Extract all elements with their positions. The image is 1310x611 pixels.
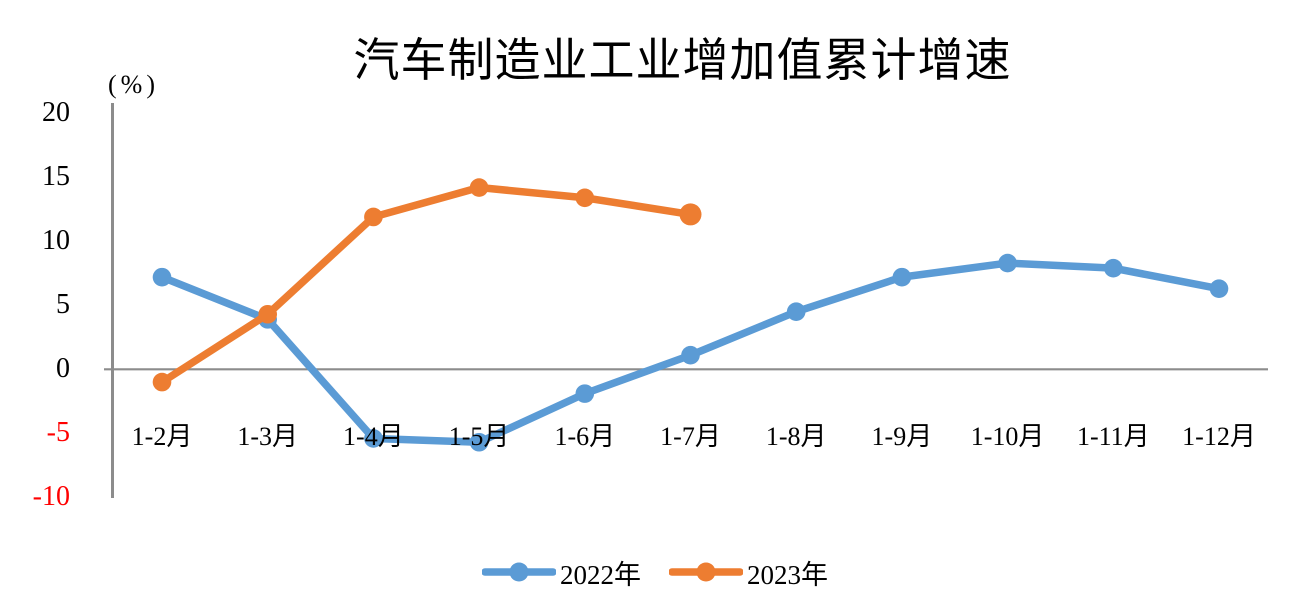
- x-category-label-1-7月: 1-7月: [660, 422, 721, 451]
- series-marker-2023年-1-3月: [258, 304, 278, 324]
- y-tick-label-20: 20: [42, 97, 70, 129]
- legend-item-2023年: 2023年: [669, 553, 828, 592]
- legend-swatch-icon: [482, 562, 556, 582]
- y-tick-label-5: 5: [56, 289, 70, 321]
- series-marker-2022年-1-7月: [681, 345, 700, 365]
- x-category-label-1-6月: 1-6月: [554, 422, 616, 451]
- legend: 2022年 2023年: [0, 556, 1310, 590]
- series-marker-2022年-1-9月: [892, 267, 912, 287]
- y-tick-label-0: 0: [56, 353, 70, 385]
- y-tick-label-10: 10: [42, 225, 70, 257]
- y-tick-label--10: -10: [32, 481, 70, 513]
- x-category-label-1-12月: 1-12月: [1182, 422, 1256, 451]
- series-marker-2022年-1-2月: [152, 267, 172, 287]
- legend-label: 2023年: [747, 559, 828, 590]
- series-marker-2022年-1-5月: [469, 432, 489, 452]
- legend-swatch-icon: [669, 562, 743, 582]
- series-marker-2023年-1-6月: [575, 188, 595, 208]
- x-category-label-1-4月: 1-4月: [343, 422, 404, 451]
- series-marker-2022年-1-8月: [786, 302, 806, 322]
- series-line-2023年: [158, 183, 695, 386]
- legend-item-2022年: 2022年: [482, 553, 641, 592]
- series-marker-2022年-1-10月: [998, 253, 1017, 273]
- y-axis-unit-label: (%): [108, 70, 159, 99]
- x-category-label-1-3月: 1-3月: [237, 422, 299, 451]
- legend-label: 2022年: [560, 559, 641, 590]
- series-marker-2023年-1-7月: [679, 203, 702, 226]
- x-category-label-1-11月: 1-11月: [1076, 422, 1150, 451]
- x-category-label-1-8月: 1-8月: [765, 422, 827, 451]
- x-category-label-1-9月: 1-9月: [871, 422, 933, 451]
- series-marker-2022年-1-4月: [364, 429, 383, 448]
- series-marker-2023年-1-2月: [152, 372, 172, 392]
- y-tick-label--5: -5: [46, 417, 70, 449]
- y-tick-label-15: 15: [42, 161, 70, 193]
- series-marker-2023年-1-5月: [469, 178, 489, 197]
- x-category-label-1-10月: 1-10月: [970, 422, 1045, 451]
- series-marker-2022年-1-11月: [1104, 258, 1123, 278]
- series-marker-2022年-1-6月: [575, 384, 595, 403]
- x-category-label-1-5月: 1-5月: [448, 422, 510, 451]
- series-marker-2022年-1-12月: [1209, 279, 1229, 298]
- x-category-label-1-2月: 1-2月: [131, 422, 193, 451]
- series-marker-2023年-1-4月: [364, 207, 383, 227]
- chart-title: 汽车制造业工业增加值累计增速: [353, 35, 1012, 86]
